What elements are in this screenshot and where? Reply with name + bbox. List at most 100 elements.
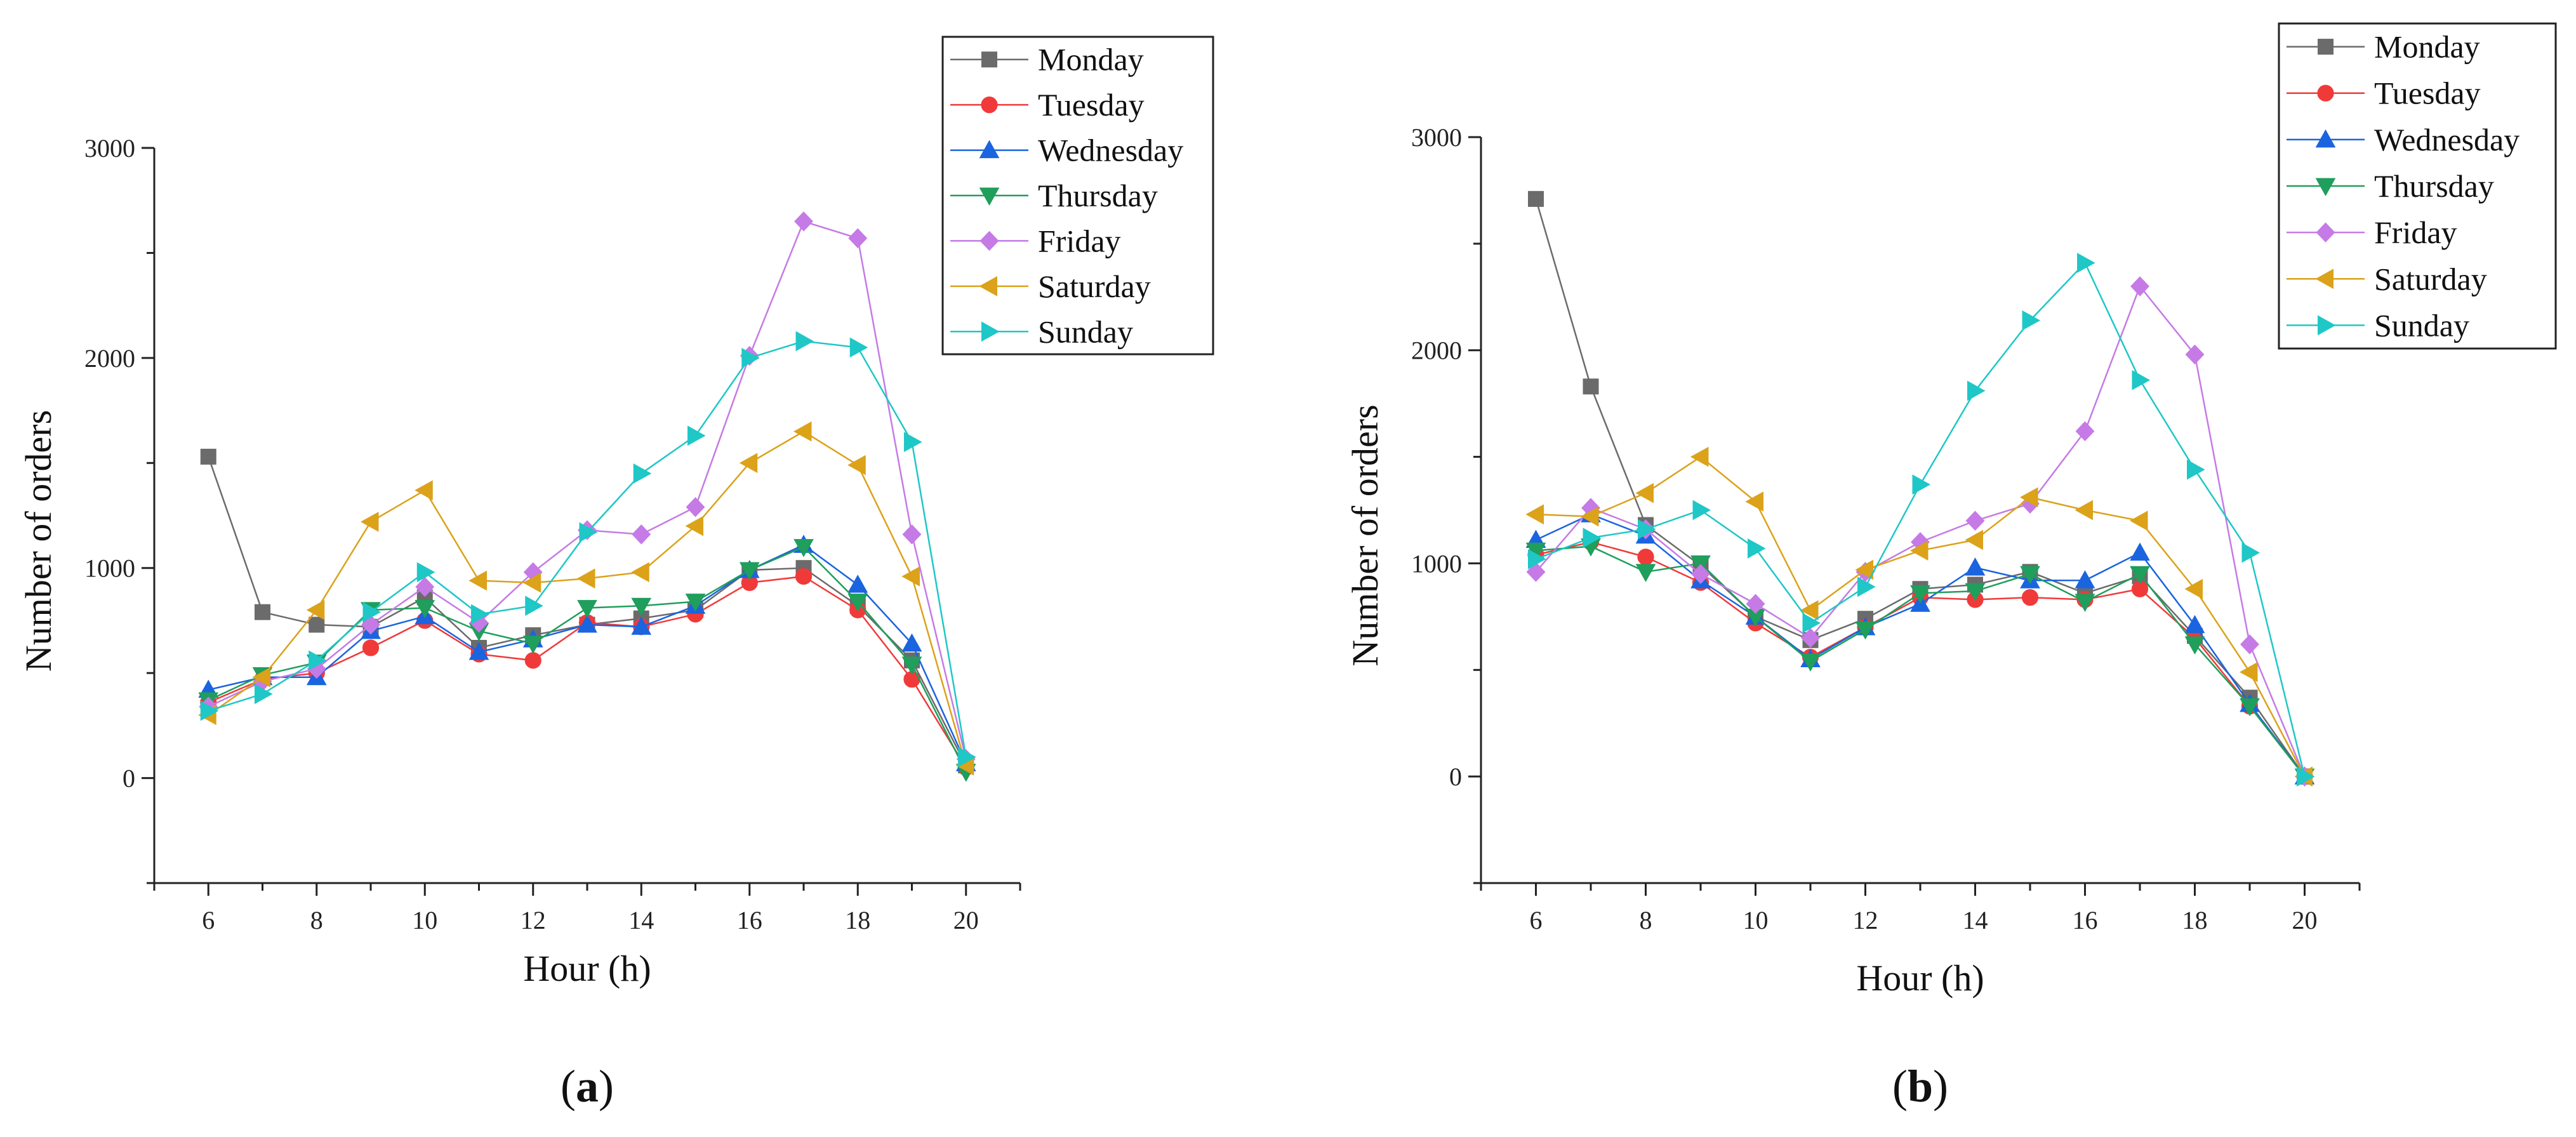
series-line-sunday <box>208 340 967 757</box>
panel-label-letter: a <box>576 1061 599 1112</box>
panel-label-letter: b <box>1908 1061 1933 1112</box>
legend-marker <box>981 96 998 114</box>
legend-label-monday: Monday <box>1038 42 1144 77</box>
data-point <box>524 652 541 669</box>
data-point <box>2129 510 2148 531</box>
data-point <box>360 512 379 532</box>
y-axis-title: Number of orders <box>18 410 59 672</box>
x-tick-label: 10 <box>412 906 437 934</box>
series-friday <box>1526 276 2314 787</box>
data-point <box>1855 622 1876 640</box>
data-point <box>2019 487 2038 508</box>
data-point <box>901 566 920 587</box>
data-point <box>309 650 327 671</box>
data-point <box>633 463 652 484</box>
data-point <box>685 515 703 536</box>
x-tick-label: 20 <box>2292 906 2318 934</box>
data-point <box>309 616 325 633</box>
data-point <box>1910 585 1930 604</box>
data-point <box>1583 528 1602 548</box>
legend-marker <box>2316 222 2335 243</box>
legend-marker <box>981 51 997 68</box>
legend-label-tuesday: Tuesday <box>1038 87 1145 123</box>
data-point <box>904 432 922 453</box>
data-point <box>847 594 868 612</box>
legend-label-saturday: Saturday <box>1038 269 1151 304</box>
data-point <box>576 568 595 589</box>
data-point <box>522 573 541 593</box>
panel-label: (a) <box>561 1061 614 1112</box>
data-point <box>847 455 866 475</box>
data-point <box>2130 276 2149 296</box>
data-point <box>741 348 760 368</box>
data-point <box>306 600 325 620</box>
data-point <box>2185 344 2205 365</box>
y-tick-label: 0 <box>1449 762 1462 791</box>
data-point <box>1746 594 1765 614</box>
legend-label-wednesday: Wednesday <box>1038 133 1183 168</box>
series-sunday <box>1528 253 2315 787</box>
series-thursday <box>1525 538 2315 787</box>
legend-marker <box>979 187 1000 206</box>
legend-label-monday: Monday <box>2374 29 2480 65</box>
legend-label-saturday: Saturday <box>2374 261 2487 296</box>
data-point <box>1692 500 1711 521</box>
legend-marker <box>979 276 997 296</box>
series-saturday <box>198 421 974 776</box>
data-point <box>849 337 868 358</box>
x-tick-label: 8 <box>310 906 323 934</box>
data-point <box>2075 594 2095 612</box>
data-point <box>2077 253 2095 273</box>
data-point <box>1528 190 1544 207</box>
data-point <box>2022 310 2041 331</box>
data-point <box>739 453 758 474</box>
legend-marker <box>979 140 1000 159</box>
data-point <box>255 684 273 705</box>
legend-marker <box>2315 178 2336 197</box>
legend-label-friday: Friday <box>2374 215 2457 250</box>
data-point <box>687 425 706 446</box>
data-point <box>1748 538 1766 559</box>
data-point <box>1855 559 1873 580</box>
data-point <box>1635 564 1656 582</box>
legend-label-wednesday: Wednesday <box>2374 122 2520 157</box>
data-point <box>2130 566 2150 585</box>
data-point <box>794 211 813 232</box>
data-point <box>1635 482 1654 503</box>
data-point <box>1965 510 1985 531</box>
data-point <box>362 639 380 656</box>
data-point <box>468 642 489 660</box>
x-tick-label: 14 <box>1963 906 1988 934</box>
data-point <box>2184 578 2203 599</box>
legend: Monday Tuesday Wednesday Thursday Friday Satu… <box>941 36 1214 356</box>
data-point <box>1801 628 1820 648</box>
data-point <box>1857 576 1876 597</box>
y-tick-label: 3000 <box>84 134 135 163</box>
legend-label-friday: Friday <box>1038 223 1121 258</box>
data-point <box>1691 564 1710 584</box>
data-point <box>847 575 868 593</box>
legend: Monday Tuesday Wednesday Thursday Friday Satu… <box>2278 22 2557 350</box>
x-tick-label: 16 <box>2073 906 2098 934</box>
data-point <box>631 562 649 583</box>
panel-label: (b) <box>1892 1061 1948 1112</box>
y-tick-label: 2000 <box>1411 336 1462 365</box>
x-tick-label: 16 <box>737 906 762 934</box>
data-point <box>795 331 814 352</box>
data-point <box>577 615 597 633</box>
data-point <box>255 604 270 620</box>
data-point <box>200 700 219 721</box>
data-point <box>2184 636 2205 655</box>
data-point <box>901 656 922 675</box>
data-point <box>631 616 652 635</box>
data-point <box>1800 653 1821 672</box>
panel-label-open: ( <box>561 1061 576 1112</box>
legend-marker <box>2315 129 2336 148</box>
data-point <box>739 562 760 581</box>
x-tick-label: 10 <box>1743 906 1769 934</box>
data-point <box>2240 698 2260 717</box>
data-point <box>1909 540 1929 561</box>
x-tick-label: 18 <box>2182 906 2208 934</box>
data-point <box>685 594 706 612</box>
